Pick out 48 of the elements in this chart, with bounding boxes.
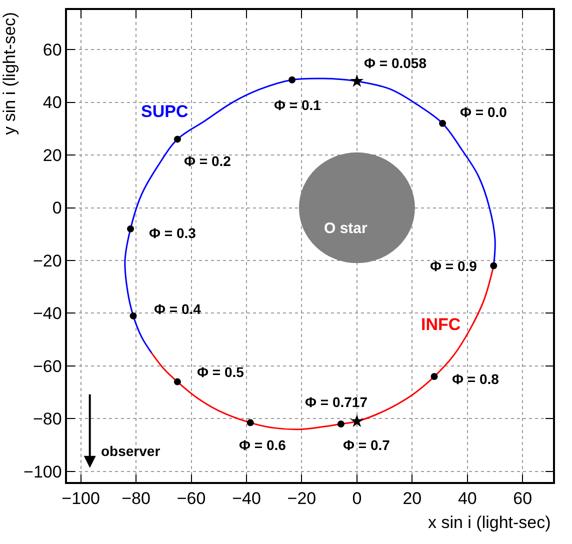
point — [490, 262, 498, 270]
point — [439, 120, 446, 127]
x-tick-label: −100 — [62, 489, 100, 508]
x-tick-label: −80 — [122, 489, 150, 508]
x-tick-label: −60 — [176, 489, 206, 508]
y-tick-label: −60 — [33, 356, 62, 376]
annotation: Φ = 0.1 — [274, 97, 322, 113]
y-tick-label: −40 — [33, 304, 62, 324]
y-tick-label: 0 — [52, 198, 62, 218]
point — [130, 312, 137, 320]
y-tick-label: −20 — [33, 251, 62, 270]
x-tick-label: 0 — [352, 489, 362, 508]
x-tick-label: −20 — [287, 489, 316, 508]
x-axis-title: x sin i (light-sec) — [428, 513, 551, 532]
point — [430, 373, 438, 380]
series-label: INFC — [421, 315, 461, 334]
annotation: O star — [324, 220, 368, 237]
annotation: Φ = 0.717 — [305, 394, 368, 410]
annotation: Φ = 0.5 — [197, 364, 244, 380]
annotation: Φ = 0.3 — [149, 225, 196, 241]
annotation: Φ = 0.6 — [239, 437, 286, 453]
point — [288, 76, 296, 84]
x-tick-label: −40 — [232, 489, 261, 508]
annotation: Φ = 0.9 — [430, 258, 478, 274]
y-tick-label: 40 — [42, 93, 62, 112]
point — [127, 225, 134, 232]
series-label: SUPC — [141, 102, 188, 121]
annotation: Φ = 0.0 — [460, 104, 508, 120]
point — [350, 74, 364, 87]
point — [246, 419, 254, 426]
x-tick-label: 40 — [458, 489, 477, 508]
y-tick-label: −100 — [24, 462, 62, 482]
annotation: observer — [101, 443, 161, 459]
annotation: Φ = 0.058 — [364, 55, 427, 71]
annotation: Φ = 0.4 — [154, 301, 202, 317]
annotation: Φ = 0.8 — [452, 371, 500, 387]
y-tick-label: 60 — [42, 40, 62, 60]
annotation: Φ = 0.7 — [343, 437, 390, 453]
x-tick-label: 20 — [402, 489, 422, 508]
x-tick-label: 60 — [513, 489, 532, 508]
annotation: Φ = 0.2 — [184, 153, 232, 169]
point — [350, 414, 364, 428]
y-axis-title: y sin i (light-sec) — [0, 12, 19, 135]
y-tick-label: 20 — [42, 146, 62, 165]
y-tick-label: −80 — [33, 410, 62, 429]
point — [337, 420, 344, 428]
point — [174, 378, 181, 386]
point — [174, 136, 181, 143]
